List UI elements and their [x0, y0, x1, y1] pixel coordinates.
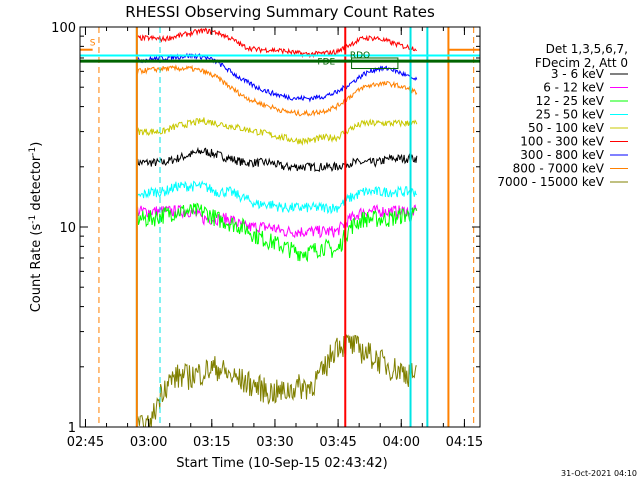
- y-axis-title: Count Rate (s-1 detector-1): [28, 142, 44, 313]
- legend-label-6: 300 - 800 keV: [520, 148, 604, 162]
- annotation-2: FDE: [317, 57, 335, 67]
- x-axis-title: Start Time (10-Sep-15 02:43:42): [176, 456, 387, 471]
- series-line-3: [136, 180, 417, 215]
- x-tick-label-6: 04:15: [446, 435, 483, 450]
- legend-label-7: 800 - 7000 keV: [513, 162, 605, 176]
- series-line-5: [136, 27, 417, 59]
- plot-data-layer: S RDO FDE: [80, 27, 480, 428]
- x-tick-label-1: 03:00: [130, 435, 167, 450]
- x-tick-label-2: 03:15: [193, 435, 230, 450]
- plot-frame: [79, 26, 481, 428]
- legend-header-line-1: Det 1,3,5,6,7,: [546, 42, 628, 56]
- chart-title: RHESSI Observing Summary Count Rates: [125, 3, 435, 21]
- legend-header-line-2: FDecim 2, Att 0: [535, 56, 628, 70]
- series-line-8: [136, 334, 417, 428]
- legend-label-8: 7000 - 15000 keV: [497, 175, 604, 189]
- y-tick-label-2: 100: [51, 21, 76, 36]
- annotation-1: RDO: [350, 51, 370, 61]
- series-line-7: [136, 64, 418, 117]
- legend-label-1: 6 - 12 keV: [543, 81, 605, 95]
- legend: Det 1,3,5,6,7, FDecim 2, Att 0 3 - 6 keV…: [497, 42, 628, 189]
- series-line-0: [136, 146, 418, 173]
- annotation-0: S: [90, 38, 96, 48]
- x-tick-label-0: 02:45: [67, 435, 104, 450]
- legend-label-3: 25 - 50 keV: [536, 108, 605, 122]
- y-tick-label-0: 1: [68, 421, 76, 436]
- x-tick-label-3: 03:30: [256, 435, 293, 450]
- rdo-bracket: [351, 57, 399, 70]
- series-line-4: [136, 117, 418, 146]
- legend-label-0: 3 - 6 keV: [551, 67, 605, 81]
- series-line-2: [136, 202, 418, 263]
- legend-label-4: 50 - 100 keV: [528, 121, 605, 135]
- y-tick-label-1: 10: [59, 221, 76, 236]
- x-tick-label-5: 04:00: [383, 435, 420, 450]
- series-line-6: [136, 52, 418, 103]
- x-tick-label-4: 03:45: [319, 435, 356, 450]
- legend-label-5: 100 - 300 keV: [520, 135, 604, 149]
- legend-label-2: 12 - 25 keV: [536, 94, 605, 108]
- footer-timestamp: 31-Oct-2021 04:10: [561, 469, 637, 478]
- axes-layer: 02:45 03:00 03:15 03:30 03:45 04:00 04:15 1 10 10…: [51, 21, 483, 450]
